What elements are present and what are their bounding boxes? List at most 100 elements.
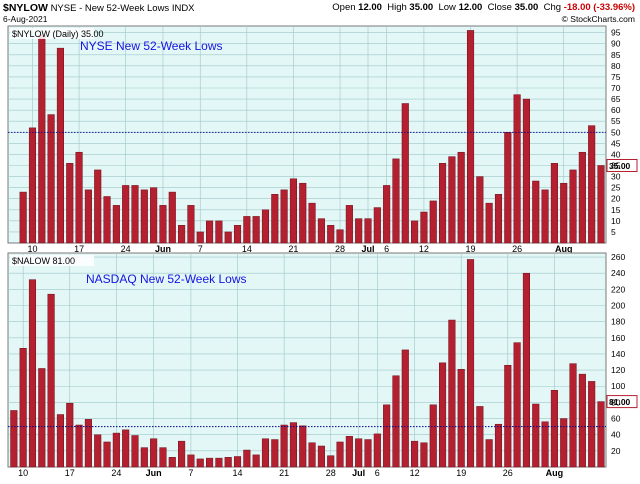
y-tick-label: 50 (611, 127, 621, 137)
bar (560, 182, 568, 244)
bar (178, 440, 186, 468)
x-tick-label: 10 (27, 244, 37, 254)
bar (532, 403, 540, 468)
bar (187, 454, 195, 468)
ohlc-summary: Open 12.00 High 35.00 Low 12.00 Close 35… (332, 2, 635, 13)
bar (597, 165, 605, 244)
chart-header: $NYLOW NYSE - New 52-Week Lows INDX 6-Au… (0, 0, 640, 26)
last-value-label: 35.00 (609, 161, 631, 171)
x-tick-label: 12 (419, 244, 429, 254)
y-tick-label: 65 (611, 94, 621, 104)
bar (84, 189, 92, 244)
bar (457, 151, 465, 244)
bar (56, 47, 64, 244)
bar (168, 191, 176, 244)
bar (47, 293, 55, 468)
y-tick-label: 160 (611, 333, 625, 343)
bar (345, 436, 353, 468)
x-tick-label: 24 (111, 468, 121, 478)
bar (75, 424, 83, 468)
bar (439, 362, 447, 468)
y-tick-label: 15 (611, 205, 621, 215)
bar (476, 406, 484, 468)
stockcharts-watermark: © StockCharts.com (561, 14, 635, 24)
bar (159, 447, 167, 468)
x-tick-label: 26 (512, 244, 522, 254)
bar (392, 158, 400, 244)
bar (401, 349, 409, 468)
bar (364, 439, 372, 468)
high-value: 35.00 (409, 2, 434, 13)
bar (513, 94, 521, 244)
bar (485, 439, 493, 468)
x-tick-label: Aug (546, 468, 564, 478)
bar (317, 218, 325, 244)
bar (532, 180, 540, 244)
bar (38, 34, 46, 244)
bar (252, 216, 260, 244)
bar (206, 220, 214, 244)
y-tick-label: 180 (611, 317, 625, 327)
bar (355, 218, 363, 244)
bar (560, 418, 568, 468)
bar (94, 434, 102, 468)
bar (569, 363, 577, 468)
bar (373, 207, 381, 244)
bar (485, 202, 493, 244)
bar (541, 421, 549, 468)
legend-label: $NYLOW (Daily) 35.00 (12, 29, 104, 39)
header-title-row: $NYLOW NYSE - New 52-Week Lows INDX (3, 2, 195, 14)
bar (439, 163, 447, 244)
bar (401, 103, 409, 244)
bar (578, 373, 586, 468)
bar (47, 114, 55, 244)
bar (140, 447, 148, 468)
panel-2 (7, 252, 638, 468)
bar (187, 205, 195, 244)
y-tick-label: 220 (611, 284, 625, 294)
y-tick-label: 35 (611, 161, 621, 171)
bar (541, 189, 549, 244)
bar (317, 445, 325, 468)
bar (206, 457, 214, 468)
bar (28, 127, 37, 244)
open-value: 12.00 (358, 2, 382, 13)
bar (75, 151, 83, 244)
bar (411, 440, 419, 468)
bar (150, 187, 158, 244)
low-label: Low (438, 2, 456, 13)
bar (122, 429, 130, 468)
x-tick-label: 6 (384, 244, 389, 254)
bar (224, 231, 232, 244)
bar (103, 441, 111, 468)
bar (364, 218, 372, 244)
y-tick-label: 80 (611, 397, 621, 407)
bar (550, 390, 558, 468)
bar (122, 185, 130, 244)
close-label: Close (487, 2, 512, 13)
y-tick-label: 260 (611, 252, 625, 262)
y-tick-label: 60 (611, 105, 621, 115)
x-tick-label: Jul (361, 244, 374, 254)
y-tick-label: 55 (611, 116, 621, 126)
bar (327, 225, 335, 244)
x-tick-label: 14 (233, 468, 243, 478)
legend-box (10, 255, 94, 266)
chart-date: 6-Aug-2021 (3, 14, 48, 24)
bar (66, 402, 74, 468)
y-tick-label: 10 (611, 216, 621, 226)
bar (336, 441, 344, 468)
x-tick-label: 24 (121, 244, 131, 254)
bar (429, 200, 437, 244)
x-tick-label: 19 (456, 468, 466, 478)
bar (112, 432, 120, 468)
bar (411, 220, 419, 244)
x-tick-label: 6 (375, 468, 380, 478)
x-tick-label: 7 (188, 468, 193, 478)
close-value: 35.00 (514, 2, 539, 13)
y-tick-label: 80 (611, 61, 621, 71)
chart-title: NASDAQ New 52-Week Lows (86, 272, 247, 286)
bar (383, 404, 391, 468)
bar (168, 457, 176, 468)
bar (383, 185, 391, 244)
